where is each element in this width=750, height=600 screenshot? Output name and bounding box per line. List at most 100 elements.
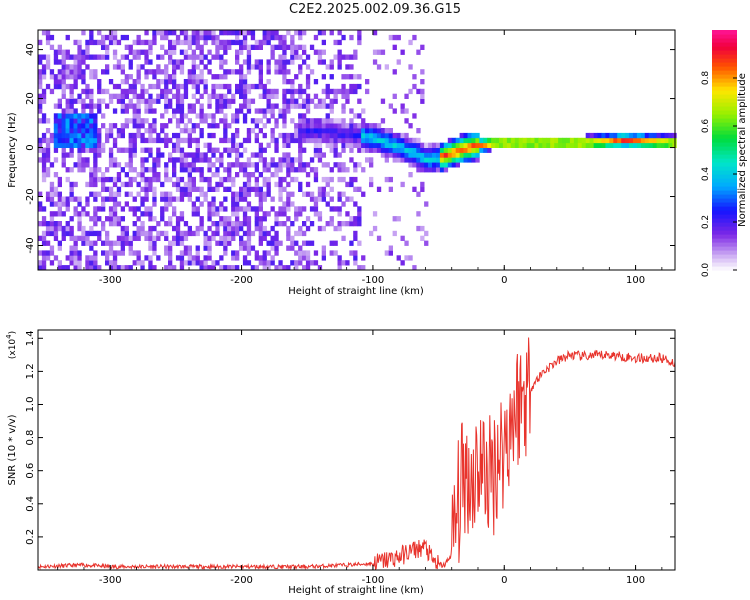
spectrogram-cell xyxy=(250,230,256,237)
spectrogram-cell xyxy=(286,59,291,65)
spectrogram-cell xyxy=(246,108,252,114)
spectrogram-cell xyxy=(179,98,185,104)
spectrogram-cell xyxy=(41,132,47,139)
spectrogram-cell xyxy=(219,59,224,65)
spectrogram-cell xyxy=(195,64,200,70)
spectrogram-cell xyxy=(73,64,78,70)
spectrogram-cell xyxy=(412,162,417,168)
spectrogram-cell xyxy=(108,39,114,46)
spectrogram-cell xyxy=(235,230,240,237)
spectrogram-cell xyxy=(668,142,673,148)
spectrogram-cell xyxy=(41,240,47,246)
spectrogram-cell xyxy=(278,186,283,192)
spectrogram-cell xyxy=(337,255,342,261)
spectrogram-cell xyxy=(337,59,342,65)
spectrogram-cell xyxy=(81,240,86,246)
spectrogram-cell xyxy=(424,157,429,163)
spectrogram-cell xyxy=(89,147,94,153)
spectrogram-cell xyxy=(420,167,425,173)
spectrogram-cell xyxy=(73,69,78,75)
spectrogram-cell xyxy=(97,235,102,241)
spectrogram-cell xyxy=(274,211,279,217)
spectrogram-cell xyxy=(219,216,224,222)
spectrogram-cell xyxy=(313,142,319,148)
spectrogram-cell xyxy=(298,30,303,36)
spectrogram-cell xyxy=(294,132,299,139)
spectrogram-cell xyxy=(219,98,224,104)
colorbar-swatch xyxy=(712,126,737,131)
spectrogram-cell xyxy=(408,162,413,168)
spectrogram-cell xyxy=(278,132,283,139)
spectrogram-cell xyxy=(278,260,283,266)
spectrogram-cell xyxy=(274,34,279,41)
spectrogram-cell xyxy=(164,103,169,109)
spectrogram-cell xyxy=(164,108,169,114)
spectrogram-cell xyxy=(179,191,185,197)
spectrogram-cell xyxy=(239,240,244,246)
spectrogram-cell xyxy=(353,123,358,129)
spectrogram-cell xyxy=(175,142,181,148)
spectrogram-cell xyxy=(175,137,181,144)
spectrogram-cell xyxy=(195,98,200,104)
spectrogram-cell xyxy=(290,59,295,65)
spectrogram-cell xyxy=(317,54,323,60)
spectrogram-cell xyxy=(613,142,618,148)
spectrogram-cell xyxy=(38,39,43,46)
spectrogram-cell xyxy=(223,230,228,237)
spectrogram-cell xyxy=(313,79,319,85)
spectrogram-cell xyxy=(270,157,275,163)
spectrogram-cell xyxy=(57,142,62,148)
spectrogram-cell xyxy=(317,225,323,232)
spectrogram-cell xyxy=(179,69,185,75)
spectrogram-cell xyxy=(341,108,346,114)
spectrogram-cell xyxy=(325,123,330,129)
spectrogram-cell xyxy=(144,157,149,163)
spectrogram-cell xyxy=(101,44,106,50)
spectrogram-cell xyxy=(77,54,82,60)
spectrogram-cell xyxy=(53,147,59,153)
spectrogram-cell xyxy=(77,152,82,158)
spectrogram-cell xyxy=(120,79,125,85)
spectrogram-cell xyxy=(455,147,460,153)
spectrogram-cell xyxy=(148,181,153,188)
spectrogram-cell xyxy=(361,108,366,114)
spectrogram-cell xyxy=(305,225,311,232)
spectrogram-cell xyxy=(144,59,149,65)
spectrogram-cell xyxy=(640,142,646,148)
spectrogram-cell xyxy=(412,113,417,119)
spectrogram-cell xyxy=(65,255,70,261)
spectrogram-cell xyxy=(384,176,389,183)
spectrogram-cell xyxy=(168,196,173,202)
spectrogram-cell xyxy=(242,260,248,266)
spectrogram-cell xyxy=(195,137,200,144)
spectrogram-cell xyxy=(105,69,110,75)
spectrogram-cell xyxy=(53,201,59,207)
spectrogram-cell xyxy=(416,152,421,158)
spectrogram-cell xyxy=(168,201,173,207)
spectrogram-cell xyxy=(239,64,244,70)
spectrogram-cell xyxy=(329,59,334,65)
spectrogram-cell xyxy=(353,49,358,55)
spectrogram-cell xyxy=(120,216,125,222)
spectrogram-cell xyxy=(69,69,74,75)
spectrogram-cell xyxy=(278,44,283,50)
spectrogram-cell xyxy=(81,30,86,36)
spectrogram-cell xyxy=(242,240,248,246)
spectrogram-cell xyxy=(325,201,330,207)
spectrogram-cell xyxy=(357,34,362,41)
spectrogram-cell xyxy=(239,88,244,95)
spectrogram-cell xyxy=(353,74,358,80)
spectrogram-cell xyxy=(116,250,122,256)
spectrogram-cell xyxy=(589,132,594,139)
spectrogram-cell xyxy=(144,167,149,173)
spectrogram-cell xyxy=(321,255,326,261)
spectrogram-cell xyxy=(41,98,47,104)
spectrogram-cell xyxy=(69,83,74,90)
spectrogram-cell xyxy=(73,265,78,271)
spectrogram-cell xyxy=(140,172,145,178)
spectrogram-cell xyxy=(298,88,303,95)
spectrogram-cell xyxy=(266,79,271,85)
spectrogram-cell xyxy=(282,49,287,55)
spectrogram-cell xyxy=(41,235,47,241)
spectrogram-cell xyxy=(250,64,256,70)
